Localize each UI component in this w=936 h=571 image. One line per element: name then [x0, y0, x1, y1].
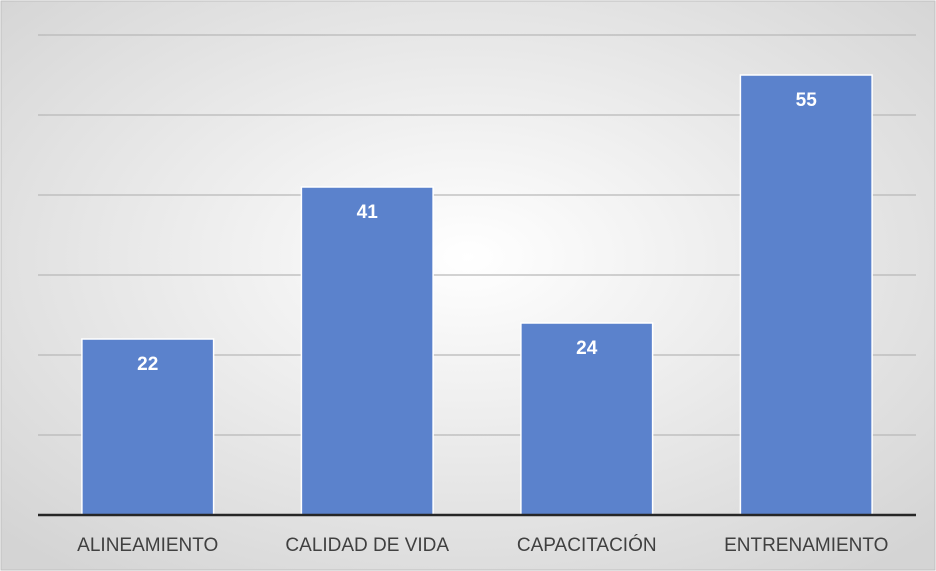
x-tick-label: CAPACITACIÓN: [517, 534, 657, 556]
bar: [300, 186, 434, 516]
value-label: 22: [137, 354, 158, 375]
x-tick-label: CALIDAD DE VIDA: [285, 535, 449, 556]
bar: [81, 338, 215, 516]
x-tick-label: ALINEAMIENTO: [77, 535, 218, 556]
value-label: 41: [357, 202, 379, 223]
value-label: 24: [576, 338, 598, 359]
bar: [739, 74, 873, 516]
x-tick-label: ENTRENAMIENTO: [724, 535, 888, 556]
bar: [520, 322, 654, 516]
value-label: 55: [796, 90, 818, 111]
